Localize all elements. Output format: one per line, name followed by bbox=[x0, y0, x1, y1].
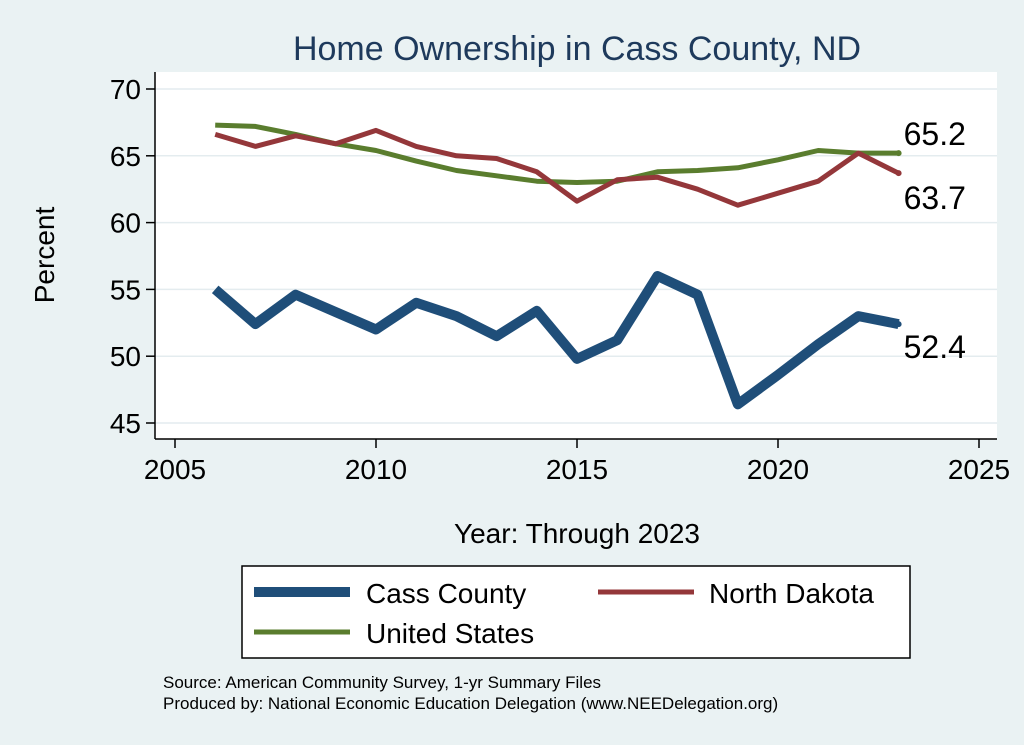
x-axis-label: Year: Through 2023 bbox=[454, 518, 700, 549]
y-tick-label-65: 65 bbox=[110, 141, 141, 172]
source-note: Source: American Community Survey, 1-yr … bbox=[163, 673, 601, 692]
legend-box bbox=[241, 565, 911, 659]
series-endpoint-cass-county bbox=[895, 321, 902, 328]
series-lines bbox=[211, 122, 902, 410]
end-label-united-states: 65.2 bbox=[904, 116, 966, 152]
y-tick-label-55: 55 bbox=[110, 274, 141, 305]
end-labels: 52.4 63.7 65.2 bbox=[904, 116, 966, 365]
series-endpoint-north-dakota bbox=[895, 170, 902, 177]
axes: 45 50 55 60 65 70 2005 2010 2015 2020 2025 bbox=[110, 72, 1010, 485]
plot-area bbox=[155, 72, 997, 439]
x-tick-label-2015: 2015 bbox=[546, 454, 608, 485]
legend: Cass County North Dakota United States bbox=[241, 565, 911, 659]
series-endpoint-united-states bbox=[895, 150, 902, 157]
series-line-north-dakota bbox=[214, 127, 900, 208]
x-tick-label-2025: 2025 bbox=[948, 454, 1010, 485]
legend-label-united-states: United States bbox=[366, 618, 534, 649]
y-tick-label-45: 45 bbox=[110, 408, 141, 439]
y-tick-label-70: 70 bbox=[110, 74, 141, 105]
x-tick-label-2020: 2020 bbox=[747, 454, 809, 485]
x-tick-label-2010: 2010 bbox=[345, 454, 407, 485]
end-label-north-dakota: 63.7 bbox=[904, 180, 966, 216]
producer-note: Produced by: National Economic Education… bbox=[163, 694, 778, 713]
chart-title: Home Ownership in Cass County, ND bbox=[293, 30, 861, 68]
y-tick-label-50: 50 bbox=[110, 341, 141, 372]
y-tick-label-60: 60 bbox=[110, 208, 141, 239]
series-line-cass-county bbox=[211, 271, 900, 410]
end-label-cass-county: 52.4 bbox=[904, 329, 966, 365]
x-tick-label-2005: 2005 bbox=[144, 454, 206, 485]
legend-label-cass-county: Cass County bbox=[366, 578, 526, 609]
legend-label-north-dakota: North Dakota bbox=[709, 578, 874, 609]
y-axis-label: Percent bbox=[29, 207, 60, 304]
